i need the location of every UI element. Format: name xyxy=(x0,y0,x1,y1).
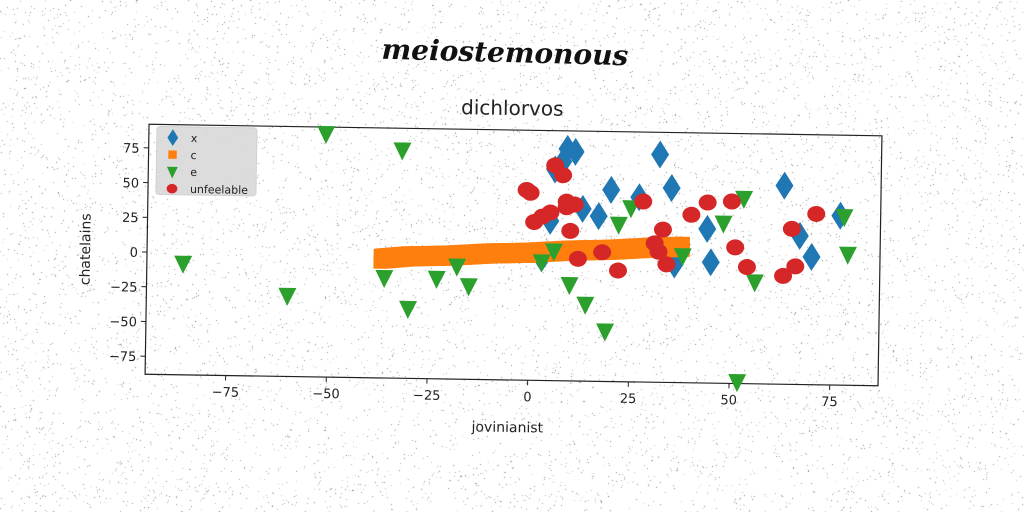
x-tick-label: 75 xyxy=(821,395,838,410)
e-point xyxy=(317,125,336,145)
unfeelable-point xyxy=(774,267,793,284)
unfeelable-point xyxy=(593,244,612,261)
e-point xyxy=(448,258,467,277)
unfeelable-point xyxy=(698,194,717,211)
unfeelable-point xyxy=(653,221,672,238)
y-tick-label: −25 xyxy=(110,280,138,295)
y-axis-ticks: −75 −50 −25 0 25 50 75 xyxy=(109,141,149,365)
x-axis-ticks: −75 −50 −25 0 25 50 75 xyxy=(212,375,838,410)
series-c xyxy=(373,236,690,269)
x-point xyxy=(662,174,681,203)
e-point xyxy=(609,216,628,235)
unfeelable-point xyxy=(786,258,805,275)
e-point xyxy=(576,296,595,315)
e-point xyxy=(544,243,563,262)
x-point xyxy=(566,137,585,166)
unfeelable-point xyxy=(726,239,745,256)
unfeelable-point xyxy=(554,167,573,184)
unfeelable-point xyxy=(561,222,580,239)
y-axis-label: chatelains xyxy=(77,213,94,285)
unfeelable-point xyxy=(649,243,668,260)
e-point xyxy=(745,274,764,293)
y-tick-label: 50 xyxy=(122,176,139,191)
x-tick-label: 25 xyxy=(620,392,637,407)
x-tick-label: 50 xyxy=(720,393,737,408)
legend-label: unfeelable xyxy=(190,183,248,197)
e-point xyxy=(596,323,615,342)
x-point xyxy=(698,214,717,243)
x-tick-label: −25 xyxy=(413,388,441,403)
unfeelable-point xyxy=(608,262,627,279)
unfeelable-point xyxy=(737,259,756,276)
e-point xyxy=(174,255,193,274)
e-point xyxy=(427,270,446,289)
unfeelable-point xyxy=(722,193,741,210)
plot-frame xyxy=(144,123,883,387)
x-point xyxy=(602,175,621,204)
e-point xyxy=(560,276,579,296)
y-tick-label: 75 xyxy=(123,141,140,156)
e-point xyxy=(838,246,857,265)
x-point xyxy=(558,134,577,163)
x-point xyxy=(790,221,809,250)
legend-marker-x xyxy=(167,129,179,147)
y-tick-label: −50 xyxy=(109,315,137,330)
series-e xyxy=(174,125,857,393)
e-point xyxy=(673,248,692,267)
series-unfeelable xyxy=(517,157,826,284)
x-point xyxy=(701,248,720,277)
x-point xyxy=(802,242,821,271)
legend-label: c xyxy=(190,149,196,162)
x-axis-label: jovinianist xyxy=(470,419,543,436)
y-tick-label: −75 xyxy=(109,350,137,365)
e-point xyxy=(835,209,854,228)
legend-marker-e xyxy=(166,166,178,179)
chart-title: dichlorvos xyxy=(461,95,564,121)
e-point xyxy=(375,269,394,288)
unfeelable-point xyxy=(682,206,701,223)
y-tick-label: 0 xyxy=(130,246,139,261)
legend-label: x xyxy=(191,132,198,145)
y-tick-label: 25 xyxy=(122,211,139,226)
e-point xyxy=(532,254,551,273)
unfeelable-point xyxy=(657,256,676,273)
x-tick-label: −50 xyxy=(312,387,340,402)
x-point xyxy=(775,171,794,200)
legend-label: e xyxy=(190,166,197,179)
e-point xyxy=(278,287,297,306)
unfeelable-point xyxy=(634,193,653,210)
x-point xyxy=(573,194,592,223)
legend: xce unfeelable xyxy=(155,125,258,197)
e-point xyxy=(393,142,412,161)
unfeelable-point xyxy=(521,184,540,201)
e-point xyxy=(399,300,418,319)
unfeelable-point xyxy=(565,196,584,213)
x-tick-label: −75 xyxy=(212,385,240,400)
unfeelable-point xyxy=(541,204,560,221)
legend-marker-unfeelable xyxy=(166,183,178,194)
plot-area xyxy=(144,123,883,393)
legend-marker-c xyxy=(168,150,177,159)
unfeelable-point xyxy=(568,250,587,267)
x-tick-label: 0 xyxy=(523,390,532,405)
legend-box xyxy=(155,125,258,197)
e-point xyxy=(714,215,733,234)
e-point xyxy=(735,190,754,209)
x-point xyxy=(589,202,608,231)
unfeelable-point xyxy=(807,205,826,222)
unfeelable-point xyxy=(782,220,801,237)
x-point xyxy=(651,140,670,169)
e-point xyxy=(459,278,478,297)
e-point xyxy=(728,374,747,393)
